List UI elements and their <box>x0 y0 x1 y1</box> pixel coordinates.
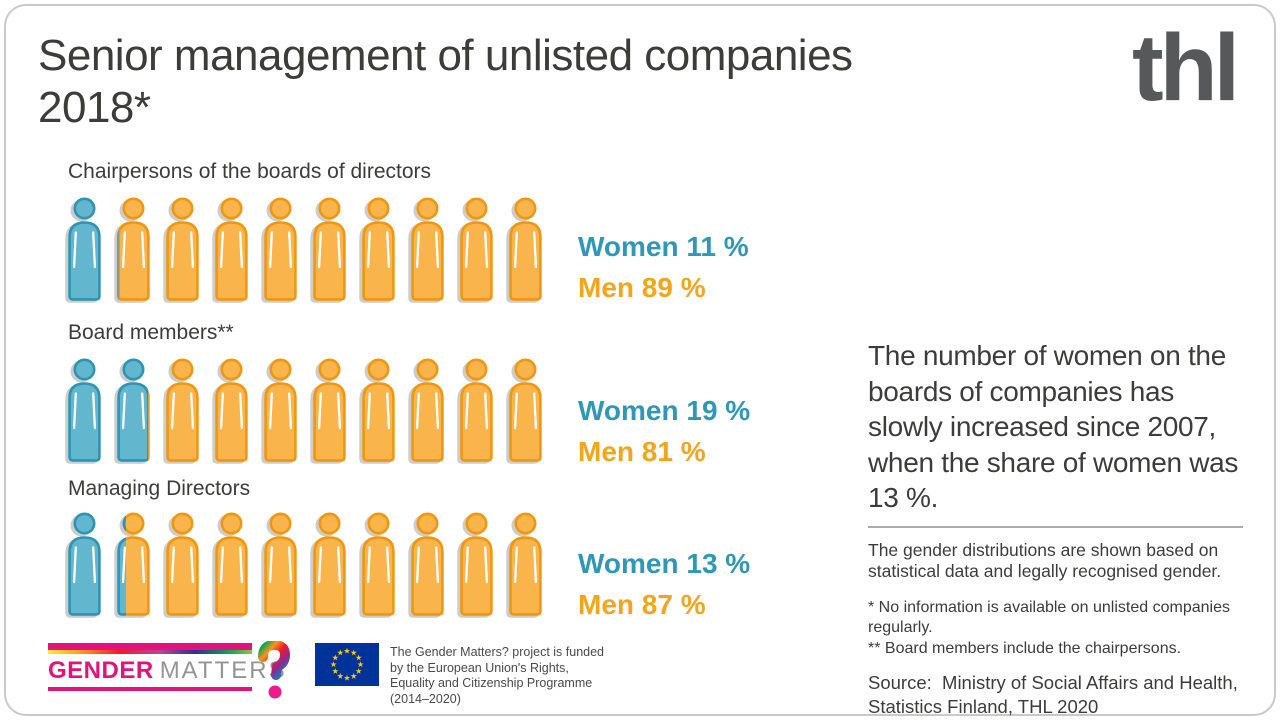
person-icon <box>164 357 201 463</box>
page-title: Senior management of unlisted companies … <box>38 31 853 132</box>
pictogram-row <box>66 357 544 463</box>
pictogram-row <box>66 196 544 302</box>
gm-underline <box>48 687 252 691</box>
person-icon <box>311 511 348 617</box>
person-icon <box>262 511 299 617</box>
person-icon <box>409 511 446 617</box>
person-icon <box>311 196 348 302</box>
person-icon <box>213 511 250 617</box>
person-icon <box>262 357 299 463</box>
person-icon <box>213 357 250 463</box>
person-icon <box>164 196 201 302</box>
person-icon <box>115 196 152 302</box>
person-icon <box>66 511 103 617</box>
person-icon <box>409 196 446 302</box>
pictogram-row <box>66 511 544 617</box>
person-icon <box>409 357 446 463</box>
person-icon <box>507 511 544 617</box>
side-panel: The number of women on the boards of com… <box>868 338 1252 719</box>
person-icon <box>115 511 152 617</box>
person-icon <box>262 196 299 302</box>
person-icon <box>360 196 397 302</box>
divider-line <box>868 525 1243 528</box>
person-icon <box>115 357 152 463</box>
highlight-text: The number of women on the boards of com… <box>868 340 1239 513</box>
row-stats: Women 13 % Men 87 % <box>578 543 750 625</box>
person-icon <box>360 357 397 463</box>
women-percentage-label: Women 11 % <box>578 231 749 262</box>
men-percentage-label: Men 81 % <box>578 436 706 467</box>
eu-funding-text: The Gender Matters? project is funded by… <box>390 645 605 706</box>
gm-question-mark-icon <box>256 639 292 706</box>
row-label: Managing Directors <box>68 477 251 500</box>
gender-note: The gender distributions are shown based… <box>868 539 1222 582</box>
person-icon <box>458 196 495 302</box>
eu-flag-icon <box>315 643 379 691</box>
women-percentage-label: Women 19 % <box>578 395 751 426</box>
person-icon <box>458 357 495 463</box>
gender-matters-logo: GENDER MATTERS <box>48 639 298 706</box>
footnote-1: * No information is available on unliste… <box>868 598 1230 637</box>
person-icon <box>311 357 348 463</box>
person-icon <box>458 511 495 617</box>
gm-rainbow-bar <box>48 650 252 654</box>
men-percentage-label: Men 89 % <box>578 272 706 303</box>
person-icon <box>507 357 544 463</box>
row-stats: Women 19 % Men 81 % <box>578 390 750 472</box>
person-icon <box>164 511 201 617</box>
person-icon <box>66 357 103 463</box>
row-stats: Women 11 % Men 89 % <box>578 226 749 308</box>
footnotes: * No information is available on unliste… <box>868 598 1248 660</box>
footnote-2: ** Board members include the chairperson… <box>868 639 1182 657</box>
person-icon <box>66 196 103 302</box>
gender-matters-wordmark: GENDER MATTERS <box>48 643 285 691</box>
row-label: Board members** <box>68 321 234 344</box>
gm-pink-bar <box>48 643 252 650</box>
thl-logo: thl <box>1131 15 1240 121</box>
row-label: Chairpersons of the boards of directors <box>68 160 432 183</box>
person-icon <box>360 511 397 617</box>
men-percentage-label: Men 87 % <box>578 589 706 620</box>
women-percentage-label: Women 13 % <box>578 548 751 579</box>
person-icon <box>507 196 544 302</box>
person-icon <box>213 196 250 302</box>
gm-word-gender: GENDER <box>48 657 154 684</box>
source-text: Source: Ministry of Social Affairs and H… <box>868 672 1243 717</box>
